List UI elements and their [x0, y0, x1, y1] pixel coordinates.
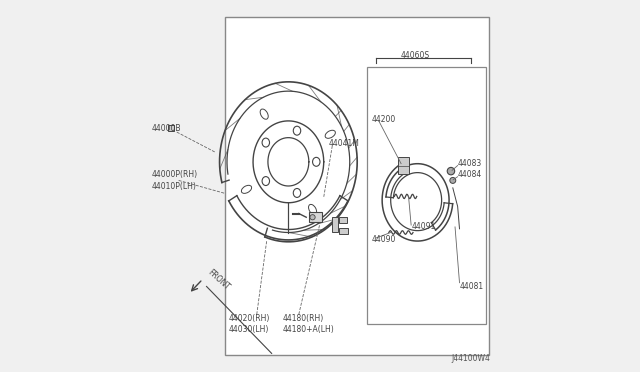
Bar	[398, 157, 410, 174]
Ellipse shape	[260, 109, 268, 119]
Bar	[339, 217, 347, 223]
Ellipse shape	[293, 189, 301, 198]
Bar	[309, 212, 322, 222]
Text: 44180+A(LH): 44180+A(LH)	[283, 325, 335, 334]
Text: 44000P(RH): 44000P(RH)	[152, 170, 198, 179]
Ellipse shape	[241, 185, 252, 193]
Circle shape	[310, 215, 315, 220]
Text: 44180(RH): 44180(RH)	[283, 314, 324, 323]
Text: 44083: 44083	[458, 159, 482, 168]
Text: 44000B: 44000B	[152, 124, 181, 133]
Text: 44041M: 44041M	[328, 139, 360, 148]
Text: 44090: 44090	[372, 235, 396, 244]
Text: 44200: 44200	[372, 115, 396, 124]
Text: J44100W4: J44100W4	[451, 354, 490, 363]
Text: 44091: 44091	[411, 222, 435, 231]
Ellipse shape	[325, 130, 335, 138]
Bar	[332, 217, 338, 232]
Text: 44081: 44081	[460, 282, 484, 291]
Bar	[225, 17, 489, 355]
Circle shape	[447, 167, 454, 175]
Ellipse shape	[293, 126, 301, 135]
Ellipse shape	[262, 177, 269, 186]
Text: 44060S: 44060S	[401, 51, 430, 60]
Circle shape	[450, 177, 456, 183]
Text: FRONT: FRONT	[205, 268, 231, 292]
Text: 44020(RH): 44020(RH)	[229, 314, 270, 323]
Ellipse shape	[312, 157, 320, 166]
Ellipse shape	[308, 204, 317, 215]
Text: 44010P(LH): 44010P(LH)	[152, 182, 196, 190]
Bar	[367, 67, 486, 324]
Ellipse shape	[262, 138, 269, 147]
Bar	[339, 228, 348, 234]
Text: 44084: 44084	[458, 170, 482, 179]
Text: 44030(LH): 44030(LH)	[229, 325, 269, 334]
